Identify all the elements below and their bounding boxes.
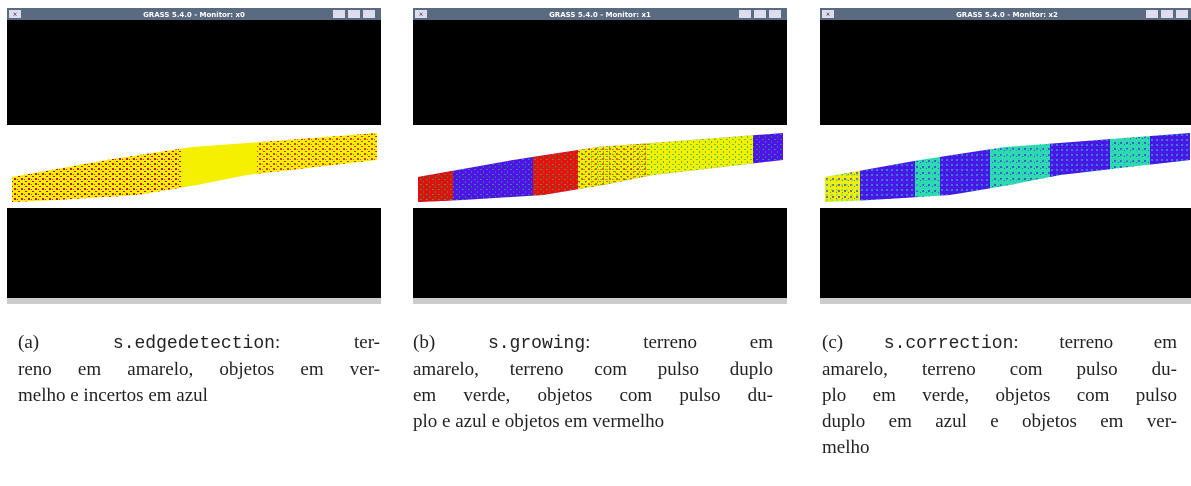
caption: (a) s.edgedetection: ter-reno em amarelo… <box>18 330 380 409</box>
button[interactable] <box>333 10 345 18</box>
caption-label: (a) <box>18 332 39 353</box>
status-bar <box>7 298 381 304</box>
button[interactable] <box>1176 10 1188 18</box>
caption-text: : ter- <box>275 332 380 353</box>
monitor-window: × GRASS 5.4.0 - Monitor: x1 <box>413 8 787 304</box>
button[interactable] <box>363 10 375 18</box>
caption-text: amarelo, terreno com pulso du- <box>822 359 1177 380</box>
caption-line: amarelo, terreno com pulso du- <box>822 357 1177 383</box>
caption-line: (c) s.correction: terreno em <box>822 330 1177 357</box>
caption-label: (c) <box>822 332 843 353</box>
figure: × GRASS 5.4.0 - Monitor: x0 × GRASS 5.4.… <box>0 0 1191 486</box>
button[interactable] <box>348 10 360 18</box>
caption-line: duplo em azul e objetos em ver- <box>822 409 1177 435</box>
status-bar <box>820 298 1191 304</box>
caption-text: plo e azul e objetos em vermelho <box>413 411 664 432</box>
caption-command: s.correction <box>884 334 1014 354</box>
caption-label: (b) <box>413 332 435 353</box>
window-title: GRASS 5.4.0 - Monitor: x2 <box>956 11 1058 19</box>
caption-line: plo em verde, objetos com pulso <box>822 383 1177 409</box>
button[interactable] <box>1146 10 1158 18</box>
caption-command: s.edgedetection <box>113 334 275 354</box>
button[interactable] <box>769 10 781 18</box>
caption-text: : terreno em <box>1013 332 1177 353</box>
close-icon: × <box>826 10 831 19</box>
caption-command: s.growing <box>488 334 585 354</box>
monitor: × GRASS 5.4.0 - Monitor: x0 <box>7 8 381 304</box>
monitor: × GRASS 5.4.0 - Monitor: x2 <box>820 8 1191 304</box>
caption-line: melho <box>822 435 1177 461</box>
caption-text: duplo em azul e objetos em ver- <box>822 411 1177 432</box>
status-bar <box>413 298 787 304</box>
caption-line: (a) s.edgedetection: ter- <box>18 330 380 357</box>
monitor: × GRASS 5.4.0 - Monitor: x1 <box>413 8 787 304</box>
caption-text: plo em verde, objetos com pulso <box>822 385 1177 406</box>
monitor-window: × GRASS 5.4.0 - Monitor: x0 <box>7 8 381 304</box>
caption-line: amarelo, terreno com pulso duplo <box>413 357 773 383</box>
caption-line: melho e incertos em azul <box>18 383 380 409</box>
caption-text: em verde, objetos com pulso du- <box>413 385 773 406</box>
button[interactable] <box>1161 10 1173 18</box>
close-icon: × <box>419 10 424 19</box>
window-title: GRASS 5.4.0 - Monitor: x0 <box>143 11 245 19</box>
caption-line: reno em amarelo, objetos em ver- <box>18 357 380 383</box>
button[interactable] <box>739 10 751 18</box>
caption-line: em verde, objetos com pulso du- <box>413 383 773 409</box>
window-title: GRASS 5.4.0 - Monitor: x1 <box>549 11 651 19</box>
caption-text: : terreno em <box>585 332 773 353</box>
caption-line: (b) s.growing: terreno em <box>413 330 773 357</box>
button[interactable] <box>754 10 766 18</box>
monitor-window: × GRASS 5.4.0 - Monitor: x2 <box>820 8 1191 304</box>
caption-text: melho e incertos em azul <box>18 385 208 406</box>
caption-text: melho <box>822 437 870 458</box>
caption-line: plo e azul e objetos em vermelho <box>413 409 773 435</box>
close-icon: × <box>13 10 18 19</box>
caption-text: amarelo, terreno com pulso duplo <box>413 359 773 380</box>
caption-text: reno em amarelo, objetos em ver- <box>18 359 380 380</box>
